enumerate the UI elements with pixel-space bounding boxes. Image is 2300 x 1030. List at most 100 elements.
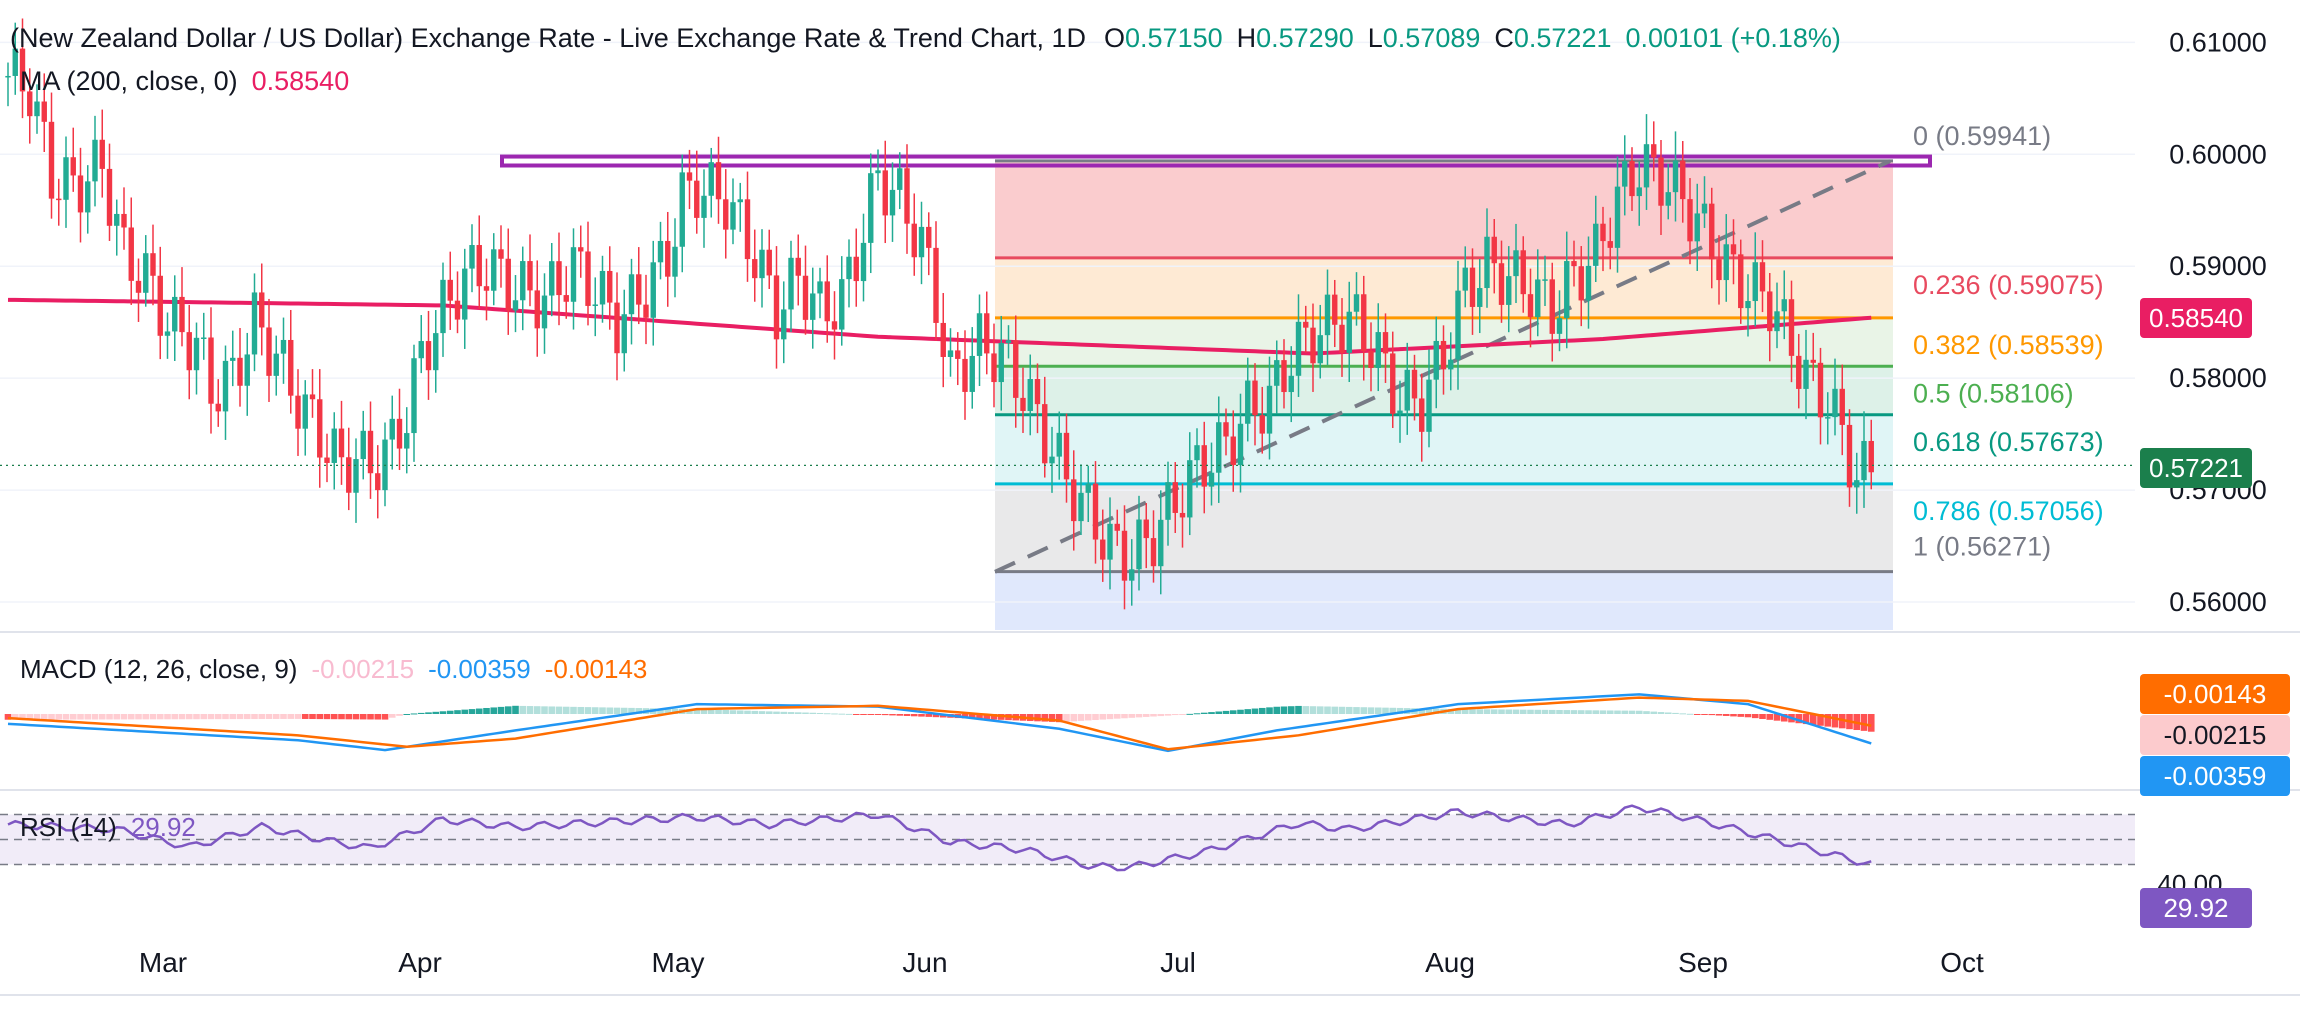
macd-histogram-bar bbox=[707, 709, 715, 714]
macd-histogram-bar bbox=[1498, 709, 1505, 714]
candle-body bbox=[1324, 294, 1331, 336]
candle-body bbox=[1440, 340, 1447, 370]
macd-histogram-bar bbox=[1382, 707, 1389, 714]
macd-histogram-bar bbox=[1541, 709, 1549, 714]
candle-body bbox=[520, 261, 526, 301]
candle-body bbox=[998, 342, 1004, 383]
macd-line-badge-text: -0.00359 bbox=[2164, 761, 2267, 791]
candle-body bbox=[85, 181, 91, 213]
candle-body bbox=[77, 175, 84, 213]
macd-histogram-bar bbox=[620, 707, 628, 714]
candle-body bbox=[846, 256, 852, 280]
macd-histogram-bar bbox=[903, 714, 911, 717]
macd-histogram-bar bbox=[1476, 709, 1484, 714]
fib-level-label: 0.786 (0.57056) bbox=[1913, 496, 2104, 526]
candle-body bbox=[5, 75, 11, 78]
candle-body bbox=[1607, 241, 1613, 248]
candle-body bbox=[802, 275, 809, 320]
macd-histogram-bar bbox=[272, 714, 280, 719]
macd-histogram-bar bbox=[410, 713, 418, 715]
macd-histogram-bar bbox=[584, 707, 592, 714]
candle-body bbox=[1295, 321, 1302, 376]
macd-histogram-bar bbox=[1643, 711, 1650, 714]
candle-body bbox=[578, 247, 584, 252]
candle-body bbox=[1564, 261, 1570, 319]
macd-histogram-bar bbox=[40, 714, 48, 720]
candle-body bbox=[1310, 327, 1316, 364]
candle-body bbox=[1361, 294, 1367, 352]
macd-histogram-bar bbox=[26, 714, 34, 720]
candle-body bbox=[1788, 299, 1795, 356]
candle-body bbox=[810, 293, 816, 320]
candle-body bbox=[295, 395, 301, 429]
candle-body bbox=[1259, 415, 1265, 434]
candle-body bbox=[1158, 519, 1164, 567]
macd-histogram-bar bbox=[120, 714, 128, 720]
macd-histogram-bar bbox=[736, 710, 744, 714]
macd-histogram-bar bbox=[562, 706, 570, 714]
macd-histogram-bar bbox=[599, 707, 606, 714]
candle-body bbox=[657, 240, 664, 263]
month-tick-label: Aug bbox=[1425, 947, 1475, 978]
macd-histogram-bar bbox=[1186, 713, 1194, 715]
candle-body bbox=[483, 286, 490, 291]
candle-body bbox=[1759, 262, 1766, 292]
fib-zone bbox=[995, 483, 1893, 572]
candle-body bbox=[672, 246, 678, 277]
macd-histogram-bar bbox=[533, 706, 541, 714]
macd-histogram-bar bbox=[526, 706, 534, 714]
macd-histogram-bar bbox=[207, 714, 215, 720]
candle-body bbox=[940, 322, 946, 357]
macd-histogram-bar bbox=[845, 713, 853, 715]
macd-histogram-bar bbox=[1730, 714, 1737, 717]
macd-histogram-bar bbox=[1055, 714, 1063, 723]
candle-body bbox=[1556, 318, 1563, 334]
candle-body bbox=[1469, 267, 1476, 307]
candle-body bbox=[570, 247, 577, 302]
macd-histogram-bar bbox=[1280, 706, 1288, 714]
candle-body bbox=[1245, 380, 1251, 424]
candle-body bbox=[12, 48, 18, 76]
candle-body bbox=[462, 268, 468, 320]
macd-histogram-bar bbox=[1077, 714, 1085, 721]
macd-histogram-bar bbox=[301, 714, 309, 719]
candle-body bbox=[1252, 380, 1258, 416]
macd-histogram-bar bbox=[816, 712, 824, 714]
candle-body bbox=[541, 295, 548, 329]
macd-histogram-bar bbox=[758, 711, 766, 714]
candle-body bbox=[150, 253, 156, 276]
macd-histogram-bar bbox=[91, 714, 99, 720]
macd-histogram-bar bbox=[1599, 710, 1607, 714]
candle-body bbox=[1136, 519, 1142, 570]
macd-histogram-bar bbox=[1041, 714, 1049, 722]
candle-body bbox=[1716, 259, 1722, 281]
candle-body bbox=[889, 189, 896, 216]
macd-histogram-bar bbox=[1802, 714, 1810, 725]
month-tick-label: Mar bbox=[139, 947, 187, 978]
macd-histogram-bar bbox=[142, 714, 150, 720]
candle-body bbox=[1832, 388, 1838, 418]
macd-histogram-bar bbox=[1425, 708, 1433, 714]
candle-body bbox=[839, 279, 845, 330]
macd-histogram-bar bbox=[896, 714, 904, 716]
candle-body bbox=[694, 180, 700, 218]
candle-body bbox=[1078, 492, 1084, 522]
macd-histogram-bar bbox=[976, 714, 983, 719]
macd-histogram-bar bbox=[1193, 713, 1201, 715]
macd-histogram-bar bbox=[171, 714, 179, 720]
macd-histogram-bar bbox=[48, 714, 55, 720]
macd-histogram-bar bbox=[135, 714, 142, 720]
macd-histogram-bar bbox=[1592, 710, 1600, 714]
macd-histogram-bar bbox=[417, 712, 425, 714]
macd-histogram-bar bbox=[983, 714, 991, 720]
candle-body bbox=[1100, 539, 1106, 560]
macd-histogram-bar bbox=[1295, 705, 1302, 714]
candle-body bbox=[157, 275, 163, 336]
macd-histogram-bar bbox=[149, 714, 157, 720]
candle-body bbox=[353, 459, 359, 493]
candle-body bbox=[1578, 266, 1584, 301]
macd-histogram-bar bbox=[55, 714, 63, 720]
candle-body bbox=[476, 245, 482, 287]
candle-body bbox=[955, 350, 961, 359]
